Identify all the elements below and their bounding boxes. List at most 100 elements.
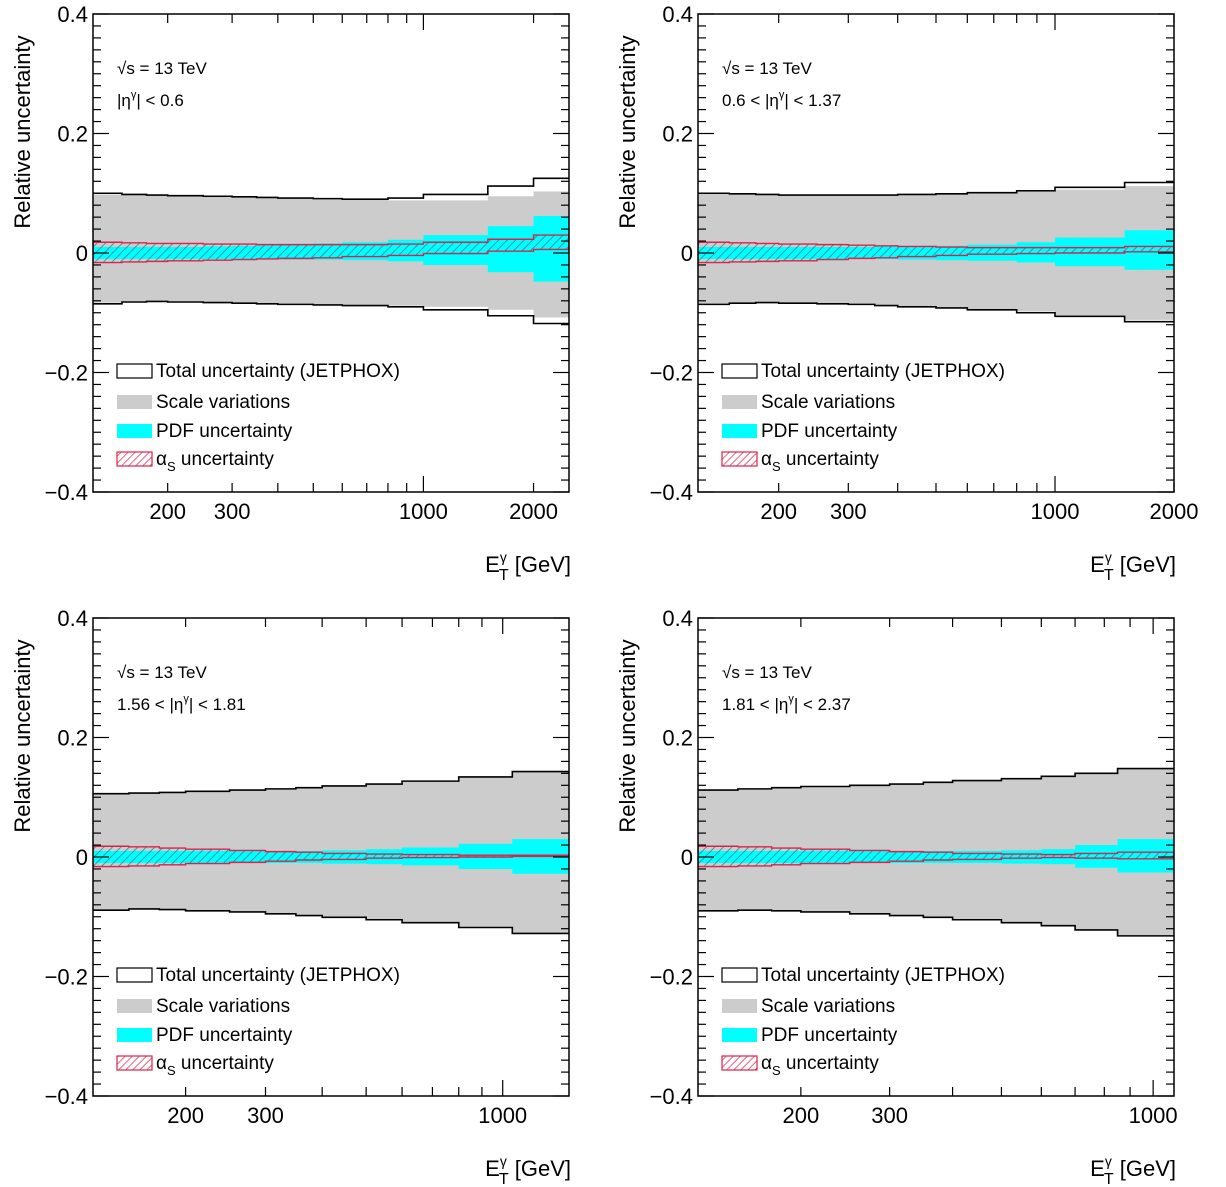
sqrt-s-label: √s = 13 TeV — [722, 663, 812, 682]
eta-range-label: 1.56 < |ηγ| < 1.81 — [117, 693, 246, 714]
legend-label-total: Total uncertainty (JETPHOX) — [761, 965, 1005, 986]
legend-swatch-scale — [117, 395, 152, 409]
legend-swatch-alphas — [116, 451, 153, 467]
x-tick-label: 200 — [167, 1103, 204, 1128]
legend-swatch-alphas — [721, 451, 758, 467]
total-uncertainty-lower — [698, 909, 1174, 937]
legend-label-alphas: αS uncertainty — [156, 449, 274, 474]
total-uncertainty-lower — [93, 908, 569, 935]
x-tick-label: 200 — [149, 499, 186, 524]
legend-swatch-total — [116, 967, 153, 983]
y-tick-label: −0.2 — [45, 965, 88, 990]
legend-label-pdf: PDF uncertainty — [761, 1025, 898, 1046]
x-tick-label: 1000 — [1031, 499, 1080, 524]
alphas-uncertainty-band — [93, 234, 569, 264]
x-axis-label: Eγ T [GeV] — [1090, 549, 1176, 584]
y-tick-label: −0.4 — [650, 480, 693, 505]
y-tick-label: −0.2 — [650, 361, 693, 386]
legend-swatch-total — [721, 967, 758, 983]
eta-range-label: |ηγ| < 0.6 — [117, 89, 184, 110]
legend-swatch-total — [116, 363, 153, 379]
legend-swatch-alphas — [721, 1055, 758, 1071]
plot-area — [93, 770, 569, 935]
legend-swatch-scale — [117, 999, 152, 1013]
eta-range-label: 0.6 < |ηγ| < 1.37 — [722, 89, 841, 110]
x-tick-label: 1000 — [478, 1103, 527, 1128]
legend-label-total: Total uncertainty (JETPHOX) — [156, 361, 400, 382]
legend-label-scale: Scale variations — [761, 996, 895, 1017]
legend-label-pdf: PDF uncertainty — [156, 1025, 293, 1046]
y-tick-label: 0.4 — [57, 606, 88, 631]
total-uncertainty-lower — [698, 301, 1174, 323]
x-tick-label: 2000 — [509, 499, 558, 524]
legend-swatch-pdf — [722, 424, 757, 438]
legend-swatch-scale — [722, 395, 757, 409]
legend-label-scale: Scale variations — [156, 392, 290, 413]
legend: Total uncertainty (JETPHOX) Scale variati… — [721, 361, 1005, 474]
y-tick-label: 0 — [681, 845, 693, 870]
sqrt-s-label: √s = 13 TeV — [117, 663, 207, 682]
legend-swatch-alphas — [116, 1055, 153, 1071]
sqrt-s-label: √s = 13 TeV — [117, 59, 207, 78]
panel-4: −0.4 −0.2 0 0.2 0.4 200 300 1000 Eγ T [GeV] Relati… — [615, 606, 1178, 1187]
x-tick-label: 300 — [871, 1103, 908, 1128]
legend: Total uncertainty (JETPHOX) Scale variati… — [116, 965, 400, 1078]
y-tick-label: −0.4 — [45, 1084, 88, 1109]
total-uncertainty-upper — [93, 770, 569, 795]
x-tick-label: 300 — [247, 1103, 284, 1128]
y-tick-label: 0.4 — [662, 606, 693, 631]
legend-swatch-scale — [722, 999, 757, 1013]
alphas-uncertainty-band — [93, 845, 569, 868]
total-uncertainty-lower — [93, 300, 569, 325]
y-tick-label: 0 — [76, 845, 88, 870]
x-tick-label: 2000 — [1150, 499, 1199, 524]
total-uncertainty-upper — [698, 181, 1174, 196]
legend-label-alphas: αS uncertainty — [761, 1053, 879, 1078]
panel-1: −0.4 −0.2 0 0.2 0.4 200 300 1000 2000 Eγ T [GeV] Re… — [10, 2, 571, 584]
legend: Total uncertainty (JETPHOX) Scale variati… — [116, 361, 400, 474]
x-tick-label: 300 — [214, 499, 251, 524]
sqrt-s-label: √s = 13 TeV — [722, 59, 812, 78]
panel-3: −0.4 −0.2 0 0.2 0.4 200 300 1000 Eγ T [GeV] Relati… — [10, 606, 571, 1187]
eta-range-label: 1.81 < |ηγ| < 2.37 — [722, 693, 851, 714]
x-axis-label: Eγ T [GeV] — [1090, 1153, 1176, 1187]
legend-label-total: Total uncertainty (JETPHOX) — [156, 965, 400, 986]
panel-2: −0.4 −0.2 0 0.2 0.4 200 300 1000 2000 Eγ T [GeV] Re… — [615, 2, 1198, 584]
plot-area — [698, 181, 1174, 323]
y-tick-label: 0.2 — [662, 726, 693, 751]
y-axis-label: Relative uncertainty — [10, 639, 35, 832]
legend: Total uncertainty (JETPHOX) Scale variati… — [721, 965, 1005, 1078]
legend-swatch-pdf — [722, 1028, 757, 1042]
legend-swatch-pdf — [117, 424, 152, 438]
legend-label-pdf: PDF uncertainty — [156, 421, 293, 442]
x-axis-label: Eγ T [GeV] — [485, 1153, 571, 1187]
x-tick-label: 200 — [783, 1103, 820, 1128]
alphas-uncertainty-band — [698, 845, 1174, 868]
y-tick-label: 0.2 — [57, 726, 88, 751]
x-axis-label: Eγ T [GeV] — [485, 549, 571, 584]
alphas-uncertainty-band — [698, 241, 1174, 264]
y-axis-label: Relative uncertainty — [615, 639, 640, 832]
y-tick-label: 0 — [681, 241, 693, 266]
y-tick-label: 0.2 — [57, 122, 88, 147]
total-uncertainty-upper — [698, 767, 1174, 791]
x-tick-label: 300 — [830, 499, 867, 524]
total-uncertainty-upper — [93, 177, 569, 201]
legend-label-scale: Scale variations — [156, 996, 290, 1017]
legend-label-pdf: PDF uncertainty — [761, 421, 898, 442]
x-tick-label: 1000 — [1129, 1103, 1178, 1128]
legend-label-scale: Scale variations — [761, 392, 895, 413]
x-tick-label: 1000 — [399, 499, 448, 524]
legend-label-alphas: αS uncertainty — [761, 449, 879, 474]
y-tick-label: 0.4 — [662, 2, 693, 27]
y-tick-label: −0.2 — [650, 965, 693, 990]
y-tick-label: −0.4 — [45, 480, 88, 505]
x-tick-label: 200 — [760, 499, 797, 524]
legend-swatch-total — [721, 363, 758, 379]
y-tick-label: 0 — [76, 241, 88, 266]
legend-swatch-pdf — [117, 1028, 152, 1042]
legend-label-total: Total uncertainty (JETPHOX) — [761, 361, 1005, 382]
y-tick-label: −0.4 — [650, 1084, 693, 1109]
y-tick-label: −0.2 — [45, 361, 88, 386]
